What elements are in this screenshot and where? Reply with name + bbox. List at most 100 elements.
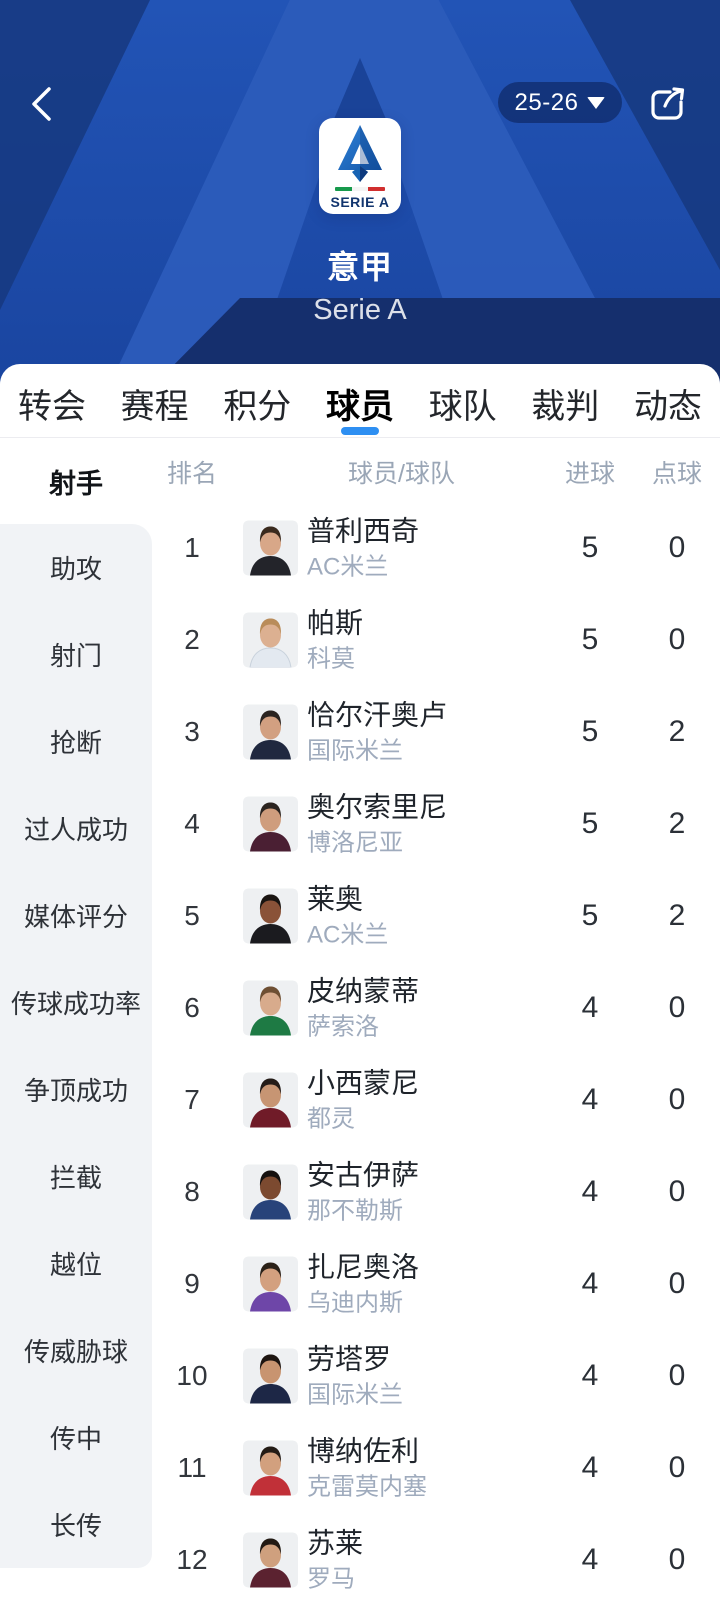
player-team: 国际米兰 <box>307 737 403 765</box>
rank-value: 4 <box>184 808 200 839</box>
penalties-value: 0 <box>668 1359 686 1392</box>
tab-4[interactable]: 球员 <box>324 370 396 438</box>
goals-value: 4 <box>581 1175 599 1208</box>
sidebar-item-10[interactable]: 越位 <box>49 1250 102 1280</box>
player-info: 安古伊萨 那不勒斯 <box>307 1159 419 1226</box>
share-button[interactable] <box>646 84 690 124</box>
player-row-9[interactable]: 9 扎尼奥洛 乌迪内斯 4 0 <box>152 1238 720 1330</box>
player-name: 小西蒙尼 <box>307 1067 420 1099</box>
italy-flag-bar <box>335 187 385 191</box>
league-title: 意甲 <box>326 249 393 285</box>
player-team: 那不勒斯 <box>307 1197 403 1225</box>
player-info: 帕斯 科莫 <box>307 607 363 674</box>
penalties-value: 0 <box>668 1543 686 1576</box>
player-team: 博洛尼亚 <box>307 829 403 857</box>
player-row-11[interactable]: 11 博纳佐利 克雷莫内塞 4 0 <box>152 1422 720 1514</box>
back-button[interactable] <box>18 80 66 128</box>
sidebar-item-6[interactable]: 媒体评分 <box>23 902 128 932</box>
tab-6[interactable]: 裁判 <box>531 388 600 426</box>
sidebar-item-8[interactable]: 争顶成功 <box>23 1076 128 1106</box>
penalties-value: 2 <box>668 807 686 840</box>
tab-1[interactable]: 转会 <box>18 388 86 426</box>
rank-value: 11 <box>177 1452 207 1483</box>
penalties-value: 2 <box>668 715 686 748</box>
player-row-5[interactable]: 5 莱奥 AC米兰 5 2 <box>152 870 720 962</box>
column-header-player: 球员/球队 <box>348 460 455 488</box>
rank-value: 9 <box>184 1268 200 1299</box>
player-info: 普利西奇 AC米兰 <box>307 515 419 582</box>
sidebar-item-12[interactable]: 传中 <box>49 1424 102 1454</box>
rank-value: 8 <box>184 1176 200 1207</box>
player-row-3[interactable]: 3 恰尔汗奥卢 国际米兰 5 2 <box>152 686 720 778</box>
sidebar-item-5[interactable]: 过人成功 <box>23 815 128 845</box>
penalties-value: 2 <box>668 899 686 932</box>
column-header-goals: 进球 <box>564 460 615 488</box>
tab-7[interactable]: 动态 <box>633 388 702 426</box>
player-info: 恰尔汗奥卢 国际米兰 <box>307 699 447 766</box>
rank-value: 6 <box>184 992 200 1023</box>
player-info: 皮纳蒙蒂 萨索洛 <box>307 975 419 1042</box>
goals-value: 5 <box>581 531 599 564</box>
sidebar-item-11[interactable]: 传威胁球 <box>23 1337 128 1367</box>
penalties-value: 0 <box>668 1267 686 1300</box>
column-header-penalties: 点球 <box>651 460 702 488</box>
sidebar-item-7[interactable]: 传球成功率 <box>10 989 141 1019</box>
content-card: 转会 赛程 积分 球员 球队 裁判 动态 射手 助攻射门抢断过人成功媒体评分传球成功率争顶成… <box>0 364 720 1600</box>
player-team: 都灵 <box>307 1105 355 1133</box>
penalties-value: 0 <box>668 531 686 564</box>
sidebar-item-3[interactable]: 射门 <box>49 641 102 671</box>
sidebar-item-2[interactable]: 助攻 <box>49 554 102 584</box>
player-name: 奥尔索里尼 <box>307 791 448 823</box>
player-row-2[interactable]: 2 帕斯 科莫 5 0 <box>152 594 720 686</box>
player-name: 帕斯 <box>307 607 364 639</box>
player-avatar <box>243 796 298 852</box>
player-row-10[interactable]: 10 劳塔罗 国际米兰 4 0 <box>152 1330 720 1422</box>
rank-value: 7 <box>184 1084 200 1115</box>
league-header: 25-26 SERIE A 意甲 Serie A <box>0 0 720 384</box>
player-row-12[interactable]: 12 苏莱 罗马 4 0 <box>152 1514 720 1600</box>
goals-value: 4 <box>581 991 599 1024</box>
penalties-value: 0 <box>668 991 686 1024</box>
player-row-6[interactable]: 6 皮纳蒙蒂萨索洛 4 0 <box>152 962 720 1054</box>
tab-3[interactable]: 积分 <box>223 388 292 426</box>
player-avatar <box>243 980 298 1036</box>
player-team: AC米兰 <box>307 921 389 949</box>
penalties-value: 0 <box>668 1083 686 1116</box>
player-name: 安古伊萨 <box>307 1159 420 1191</box>
player-team: 萨索洛 <box>307 1013 379 1041</box>
player-avatar <box>243 520 298 576</box>
player-team: 国际米兰 <box>307 1381 403 1409</box>
logo-caption: SERIE A <box>330 194 390 210</box>
league-subtitle: Serie A <box>313 294 407 326</box>
tab-2[interactable]: 赛程 <box>120 388 189 426</box>
serie-a-logo-icon <box>338 125 382 182</box>
player-team: 克雷莫内塞 <box>307 1473 427 1501</box>
tab-bar: 转会 赛程 积分 球员 球队 裁判 动态 <box>0 364 720 438</box>
player-row-7[interactable]: 7 小西蒙尼 都灵 4 0 <box>152 1054 720 1146</box>
goals-value: 4 <box>581 1359 599 1392</box>
player-info: 劳塔罗 国际米兰 <box>307 1343 403 1410</box>
player-row-1[interactable]: 1 普利西奇 AC米兰 5 0 <box>152 502 720 594</box>
player-name: 劳塔罗 <box>307 1343 392 1375</box>
player-name: 恰尔汗奥卢 <box>307 699 448 731</box>
player-avatar <box>243 888 298 944</box>
sidebar-panel: 助攻射门抢断过人成功媒体评分传球成功率争顶成功拦截越位传威胁球传中长传 <box>0 524 152 1568</box>
sidebar-item-13[interactable]: 长传 <box>49 1511 102 1541</box>
player-name: 扎尼奥洛 <box>307 1251 420 1283</box>
player-info: 莱奥 AC米兰 <box>307 883 388 950</box>
sidebar-item-9[interactable]: 拦截 <box>49 1163 102 1193</box>
player-row-4[interactable]: 4 奥尔索里尼 博洛尼亚 5 2 <box>152 778 720 870</box>
sidebar-item-scorers[interactable]: 射手 <box>0 438 152 524</box>
player-avatar <box>243 704 298 760</box>
sidebar-item-4[interactable]: 抢断 <box>49 728 102 758</box>
penalties-value: 0 <box>668 623 686 656</box>
player-team: 乌迪内斯 <box>307 1289 403 1317</box>
tab-5[interactable]: 球队 <box>428 388 497 426</box>
player-name: 皮纳蒙蒂 <box>307 975 420 1007</box>
rank-value: 3 <box>184 716 200 747</box>
player-avatar <box>243 1532 298 1588</box>
player-row-8[interactable]: 8 安古伊萨 那不勒斯 4 0 <box>152 1146 720 1238</box>
player-info: 扎尼奥洛 乌迪内斯 <box>307 1251 419 1318</box>
goals-value: 4 <box>581 1451 599 1484</box>
season-selector[interactable]: 25-26 <box>498 82 622 123</box>
